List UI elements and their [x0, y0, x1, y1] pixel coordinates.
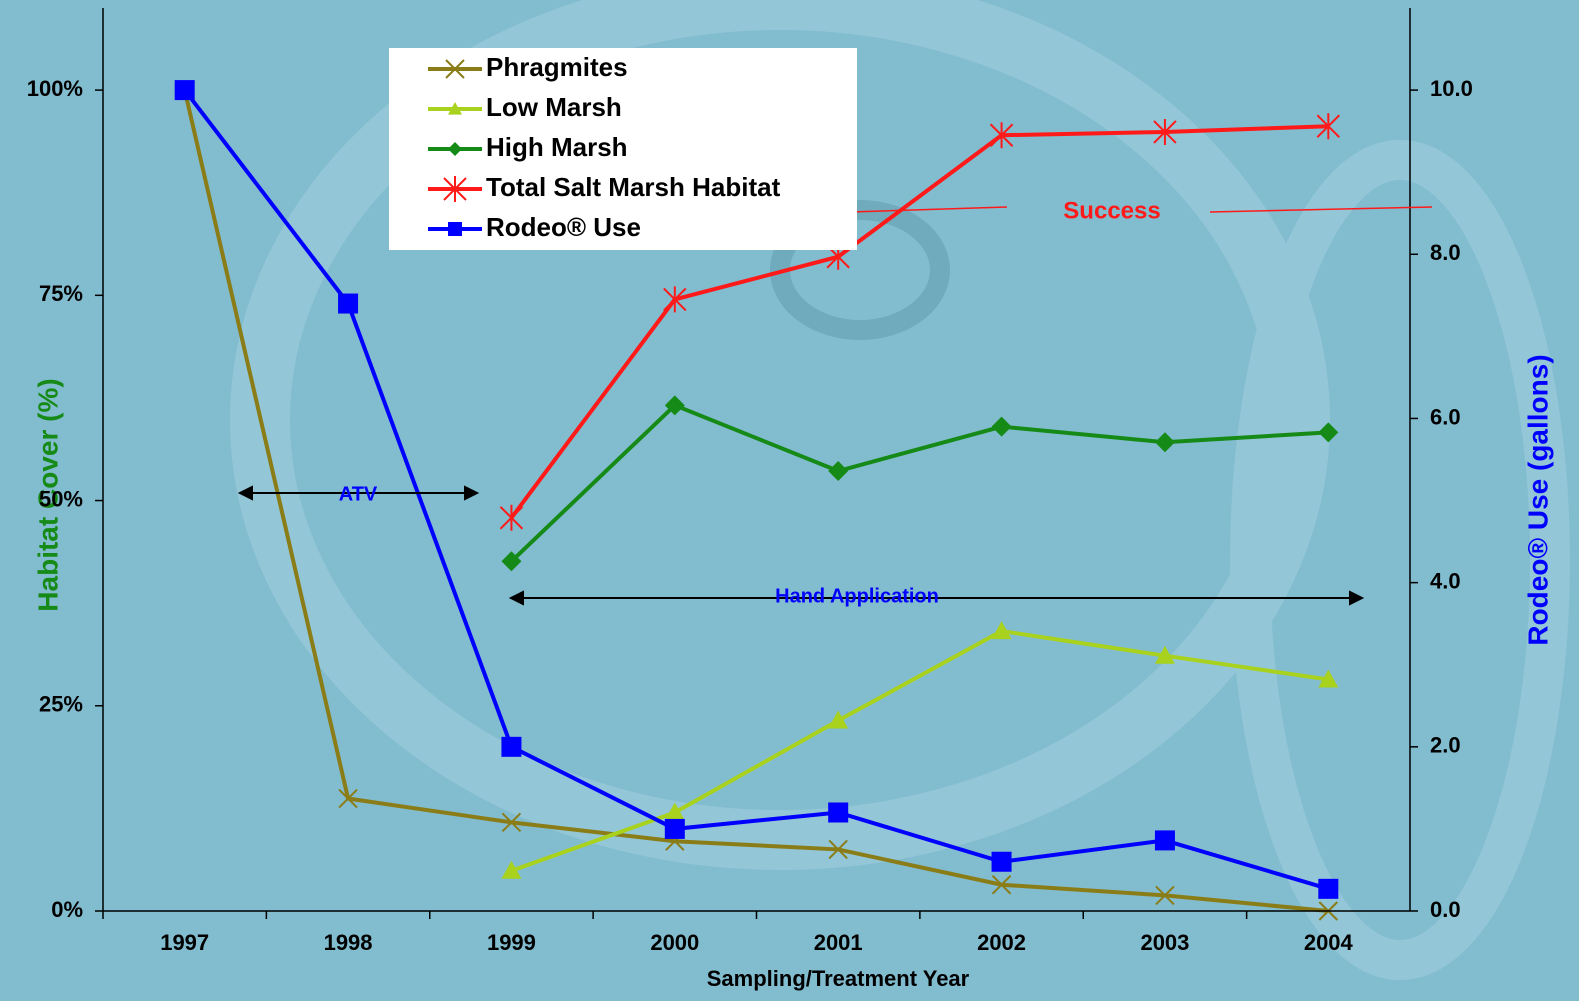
marker [1155, 830, 1175, 850]
x-tick-label: 1999 [487, 930, 536, 955]
marker [1318, 879, 1338, 899]
x-tick-label: 2000 [650, 930, 699, 955]
marker [338, 294, 358, 314]
marker [992, 852, 1012, 872]
marker [828, 802, 848, 822]
y-tick-label: 25% [39, 692, 83, 717]
legend-marker [448, 222, 462, 236]
y2-tick-label: 0.0 [1430, 897, 1461, 922]
legend-label: Phragmites [486, 52, 628, 82]
y2-tick-label: 2.0 [1430, 733, 1461, 758]
y2-axis-title: Rodeo® Use (gallons) [1522, 354, 1553, 645]
chart: Sampling/Treatment Year Habitat Cover (%… [0, 0, 1579, 1001]
legend-label: Total Salt Marsh Habitat [486, 172, 781, 202]
y-tick-label: 0% [51, 897, 83, 922]
x-tick-label: 1997 [160, 930, 209, 955]
annotation: Hand Application [775, 585, 939, 607]
y2-tick-label: 8.0 [1430, 240, 1461, 265]
annotation: Success [1063, 197, 1160, 224]
legend-label: High Marsh [486, 132, 628, 162]
x-tick-label: 1998 [324, 930, 373, 955]
marker [175, 80, 195, 100]
x-tick-label: 2003 [1140, 930, 1189, 955]
y-tick-label: 75% [39, 281, 83, 306]
legend-label: Rodeo® Use [486, 212, 641, 242]
x-tick-label: 2001 [814, 930, 863, 955]
annotation: ATV [339, 483, 378, 505]
y-tick-label: 100% [27, 76, 83, 101]
y2-tick-label: 10.0 [1430, 76, 1473, 101]
marker [665, 819, 685, 839]
y-tick-label: 50% [39, 486, 83, 511]
x-tick-label: 2002 [977, 930, 1026, 955]
x-axis-title: Sampling/Treatment Year [707, 966, 970, 991]
x-tick-label: 2004 [1304, 930, 1354, 955]
y2-tick-label: 6.0 [1430, 404, 1461, 429]
marker [501, 737, 521, 757]
legend-label: Low Marsh [486, 92, 622, 122]
y2-tick-label: 4.0 [1430, 568, 1461, 593]
